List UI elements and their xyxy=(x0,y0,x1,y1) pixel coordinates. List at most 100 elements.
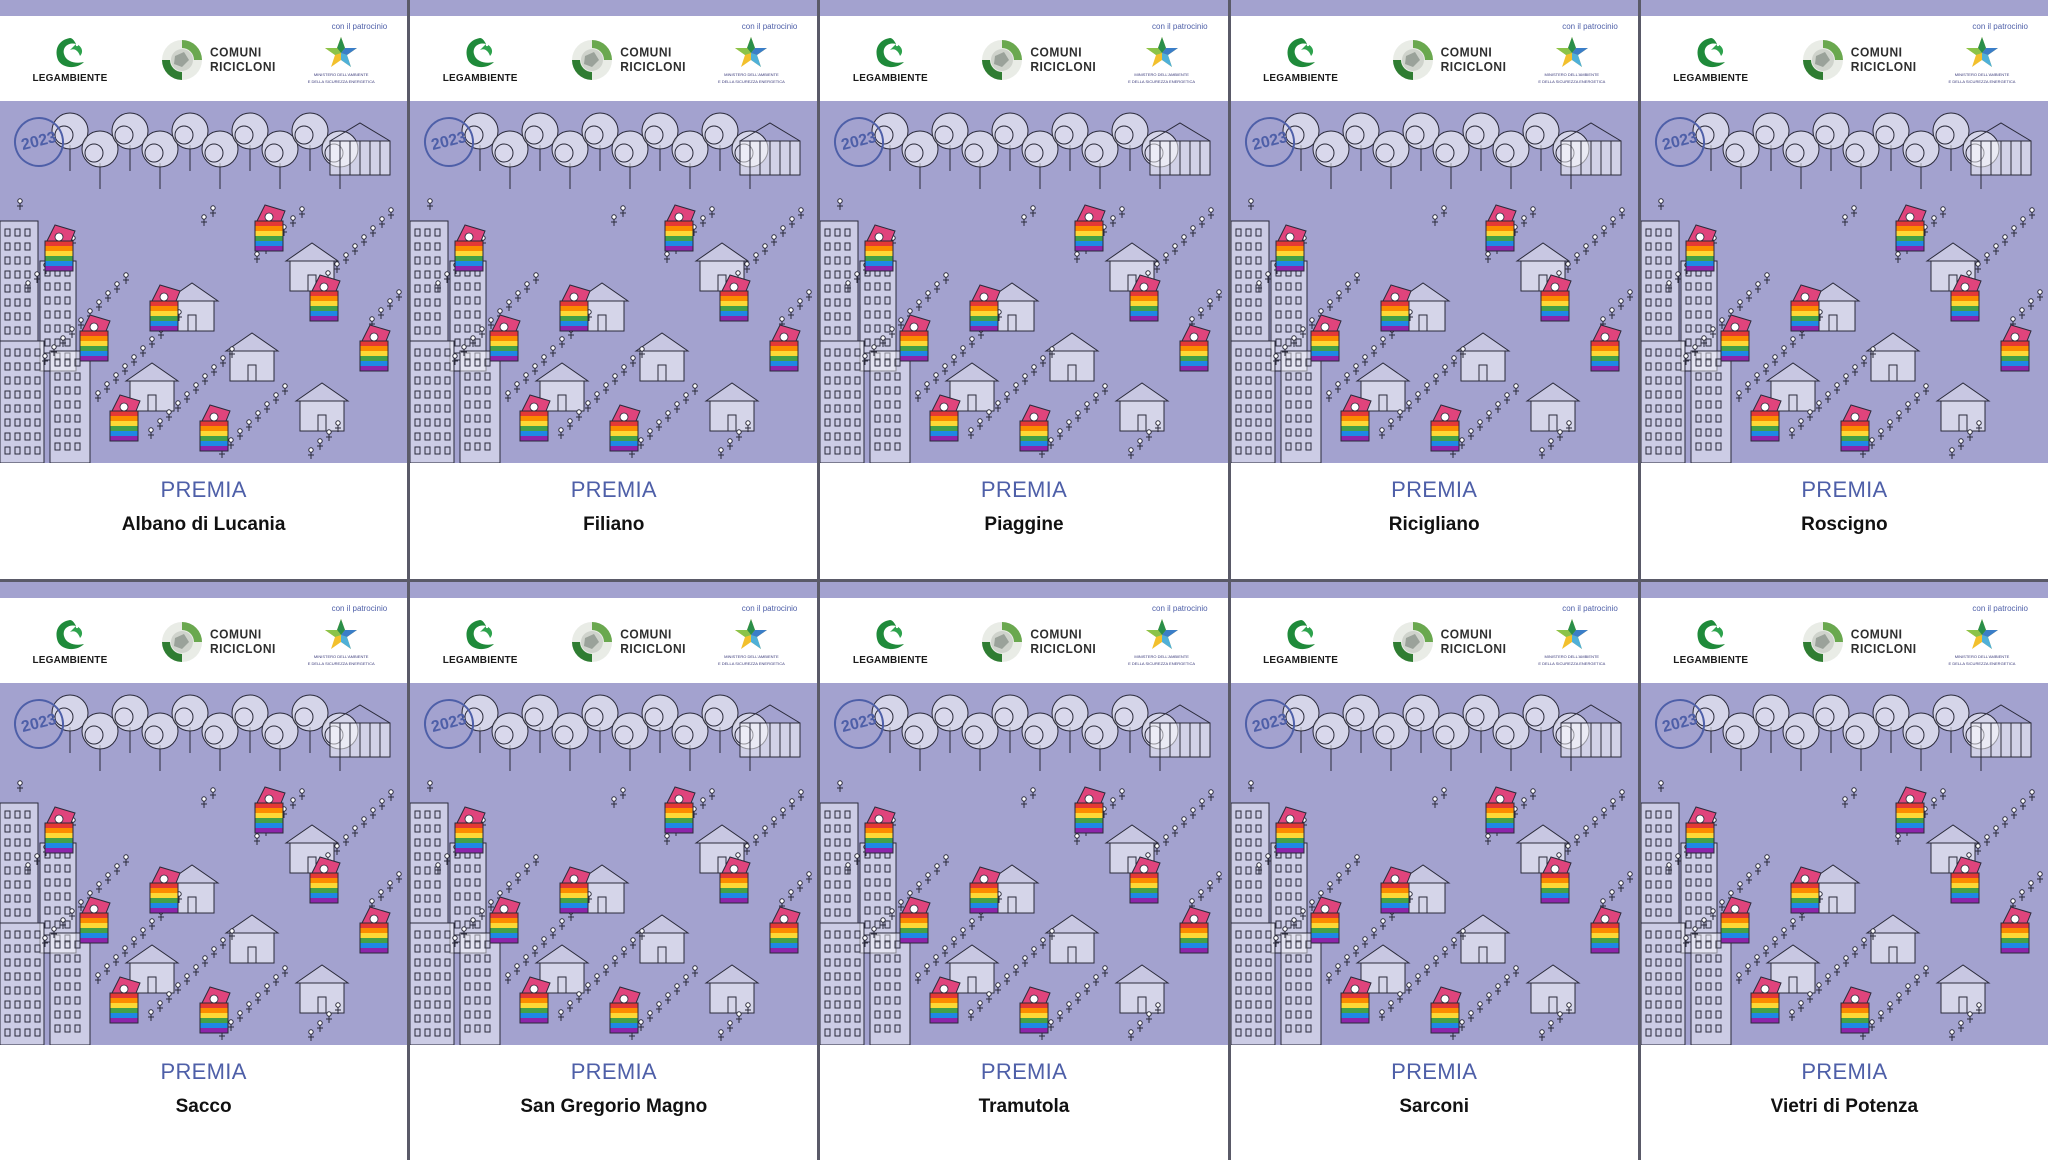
certificate-card-6: con il patrocinio LEGAMBIENTE xyxy=(0,581,408,1160)
town-name: Albano di Lucania xyxy=(121,514,286,535)
legambiente-wordmark: LEGAMBIENTE xyxy=(442,73,518,84)
card-header: con il patrocinio LEGAMBIENTE xyxy=(820,597,1228,683)
ricicloni-wordmark: RICICLONI xyxy=(210,640,276,656)
award-label: PREMIA xyxy=(160,1058,247,1084)
comuni-wordmark: COMUNI xyxy=(1850,626,1903,642)
ministry-star-icon xyxy=(1555,618,1588,649)
comuni-ricicloni-logo: COMUNI RICICLONI xyxy=(570,38,686,82)
comuni-ricicloni-logo: COMUNI RICICLONI xyxy=(980,620,1096,664)
ministry-line-2: E DELLA SICUREZZA ENERGETICA xyxy=(1948,660,2016,666)
card-header: con il patrocinio LEGAMBIENTE xyxy=(1640,597,2048,683)
legambiente-wordmark: LEGAMBIENTE xyxy=(1263,73,1339,84)
ministry-star-icon xyxy=(735,37,768,67)
patronage-label: con il patrocinio xyxy=(1972,22,2028,31)
legambiente-wordmark: LEGAMBIENTE xyxy=(442,654,518,666)
ministry-line-2: E DELLA SICUREZZA ENERGETICA xyxy=(1948,79,2016,84)
town-illustration xyxy=(820,112,1223,463)
card-header: con il patrocinio LEGAMBIENTE xyxy=(1230,16,1638,101)
card-footer: PREMIA Filiano xyxy=(410,463,818,579)
legambiente-wordmark: LEGAMBIENTE xyxy=(1673,654,1749,666)
ricicloni-wordmark: RICICLONI xyxy=(620,640,687,656)
award-label: PREMIA xyxy=(1801,1058,1888,1084)
ministero-logo: MINISTERO DELL'AMBIENTE E DELLA SICUREZZ… xyxy=(1936,618,2028,666)
town-illustration xyxy=(820,694,1223,1045)
ricicloni-wordmark: RICICLONI xyxy=(1440,58,1507,75)
town-name: Sacco xyxy=(175,1095,232,1117)
ricicloni-wordmark: RICICLONI xyxy=(1850,58,1917,75)
town-name: Vietri di Potenza xyxy=(1770,1095,1919,1117)
top-band xyxy=(410,581,818,598)
top-band xyxy=(1640,581,2048,598)
illustration: 2023 xyxy=(1230,682,1638,1045)
recycling-globe-icon xyxy=(162,40,202,80)
ministero-logo: MINISTERO DELL'AMBIENTE E DELLA SICUREZZ… xyxy=(1116,36,1208,84)
award-label: PREMIA xyxy=(980,477,1068,502)
town-illustration xyxy=(1230,112,1633,463)
legambiente-swan-icon xyxy=(876,619,905,649)
top-band xyxy=(820,581,1228,598)
legambiente-logo: LEGAMBIENTE xyxy=(1671,36,1751,84)
legambiente-logo: LEGAMBIENTE xyxy=(850,36,930,84)
illustration: 2023 xyxy=(410,101,818,463)
comuni-wordmark: COMUNI xyxy=(620,626,672,642)
illustration: 2023 xyxy=(1640,682,2048,1045)
illustration: 2023 xyxy=(410,682,818,1045)
ministry-line-1: MINISTERO DELL'AMBIENTE xyxy=(1544,653,1600,659)
ministry-line-1: MINISTERO DELL'AMBIENTE xyxy=(1134,72,1189,77)
award-label: PREMIA xyxy=(1391,477,1478,502)
ministry-line-2: E DELLA SICUREZZA ENERGETICA xyxy=(307,79,375,84)
certificate-card-7: con il patrocinio LEGAMBIENTE xyxy=(410,581,818,1160)
ministry-line-1: MINISTERO DELL'AMBIENTE xyxy=(724,653,779,659)
card-footer: PREMIA Ricigliano xyxy=(1230,463,1638,579)
recycling-globe-icon xyxy=(572,40,613,80)
certificate-card-10: con il patrocinio LEGAMBIENTE xyxy=(1640,581,2048,1160)
ministry-star-icon xyxy=(1966,618,1998,649)
card-header: con il patrocinio LEGAMBIENTE xyxy=(1230,597,1638,683)
ministry-line-1: MINISTERO DELL'AMBIENTE xyxy=(1954,653,2010,659)
recycling-globe-icon xyxy=(572,621,613,662)
comuni-wordmark: COMUNI xyxy=(210,626,262,642)
ministry-line-2: E DELLA SICUREZZA ENERGETICA xyxy=(717,660,785,666)
ministry-line-1: MINISTERO DELL'AMBIENTE xyxy=(1134,653,1189,659)
card-header: con il patrocinio LEGAMBIENTE xyxy=(0,597,408,683)
illustration: 2023 xyxy=(0,101,408,463)
ministero-logo: MINISTERO DELL'AMBIENTE E DELLA SICUREZZ… xyxy=(705,618,797,666)
certificate-card-2: con il patrocinio LEGAMBIENTE xyxy=(410,0,818,579)
card-header: con il patrocinio LEGAMBIENTE xyxy=(1640,16,2048,101)
ricicloni-wordmark: RICICLONI xyxy=(1850,640,1917,656)
top-band xyxy=(410,0,818,16)
legambiente-swan-icon xyxy=(1287,619,1315,649)
town-name: Sarconi xyxy=(1399,1095,1470,1117)
ministry-line-2: E DELLA SICUREZZA ENERGETICA xyxy=(717,79,785,84)
legambiente-logo: LEGAMBIENTE xyxy=(440,618,520,666)
town-illustration xyxy=(410,694,813,1045)
comuni-ricicloni-logo: COMUNI RICICLONI xyxy=(1801,38,1917,82)
legambiente-swan-icon xyxy=(56,38,84,68)
ministry-line-2: E DELLA SICUREZZA ENERGETICA xyxy=(1128,79,1196,84)
recycling-globe-icon xyxy=(1392,621,1433,662)
comuni-wordmark: COMUNI xyxy=(1030,44,1083,60)
comuni-ricicloni-logo: COMUNI RICICLONI xyxy=(1801,620,1917,664)
town-name: Filiano xyxy=(583,514,645,535)
award-label: PREMIA xyxy=(570,1058,657,1084)
certificate-card-5: con il patrocinio LEGAMBIENTE xyxy=(1640,0,2048,579)
ministry-star-icon xyxy=(325,37,358,67)
recycling-globe-icon xyxy=(1392,40,1433,80)
ministry-line-2: E DELLA SICUREZZA ENERGETICA xyxy=(1128,660,1196,666)
legambiente-swan-icon xyxy=(1697,619,1725,649)
certificate-card-4: con il patrocinio LEGAMBIENTE xyxy=(1230,0,1638,579)
ministero-logo: MINISTERO DELL'AMBIENTE E DELLA SICUREZZ… xyxy=(705,36,797,84)
legambiente-wordmark: LEGAMBIENTE xyxy=(32,654,108,666)
certificate-card-8: con il patrocinio LEGAMBIENTE xyxy=(820,581,1228,1160)
recycling-globe-icon xyxy=(1802,40,1843,80)
town-illustration xyxy=(0,694,402,1045)
certificate-card-3: con il patrocinio LEGAMBIENTE xyxy=(820,0,1228,579)
ministero-logo: MINISTERO DELL'AMBIENTE E DELLA SICUREZZ… xyxy=(1526,36,1618,84)
comuni-ricicloni-logo: COMUNI RICICLONI xyxy=(160,38,276,82)
ministry-line-2: E DELLA SICUREZZA ENERGETICA xyxy=(307,660,375,666)
illustration: 2023 xyxy=(820,101,1228,463)
legambiente-swan-icon xyxy=(876,38,905,68)
legambiente-logo: LEGAMBIENTE xyxy=(850,618,930,666)
card-footer: PREMIA San Gregorio Magno xyxy=(410,1044,818,1160)
town-illustration xyxy=(0,112,402,463)
